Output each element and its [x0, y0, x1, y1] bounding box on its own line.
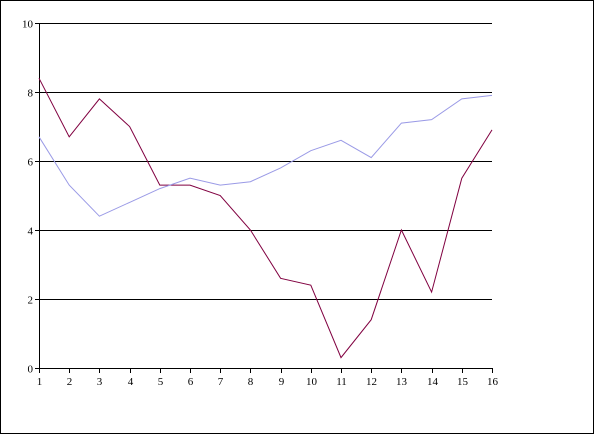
x-axis-ticks: 1 2 3 4 5 6 7 8 9 10 11 12 13 14 15 16 — [37, 368, 499, 388]
x-tick-label: 12 — [366, 376, 377, 388]
x-tick-label: 2 — [67, 376, 73, 388]
axes — [39, 23, 492, 369]
series-line-2 — [38, 94, 493, 217]
y-tick-label: 2 — [28, 295, 34, 307]
x-tick-label: 16 — [487, 376, 499, 388]
x-tick-label: 7 — [218, 376, 224, 388]
y-tick-label: 10 — [22, 19, 34, 31]
x-tick-label: 14 — [427, 376, 439, 388]
x-tick-label: 1 — [37, 376, 43, 388]
y-tick-label: 6 — [28, 157, 34, 169]
y-tick-label: 8 — [28, 88, 34, 100]
y-tick-label: 4 — [28, 226, 34, 238]
x-tick-label: 6 — [188, 376, 194, 388]
gridlines — [39, 23, 492, 300]
x-tick-label: 9 — [279, 376, 285, 388]
x-tick-label: 10 — [306, 376, 318, 388]
x-tick-label: 11 — [336, 376, 347, 388]
x-tick-label: 15 — [457, 376, 469, 388]
x-tick-label: 13 — [396, 376, 408, 388]
y-axis-ticks: 0 2 4 6 8 10 — [22, 19, 39, 376]
x-tick-label: 5 — [158, 376, 164, 388]
x-tick-label: 4 — [128, 376, 134, 388]
series-line-1 — [38, 77, 493, 359]
x-tick-label: 8 — [248, 376, 254, 388]
series-lines — [38, 77, 493, 359]
x-tick-label: 3 — [97, 376, 103, 388]
y-tick-label: 0 — [28, 364, 34, 376]
